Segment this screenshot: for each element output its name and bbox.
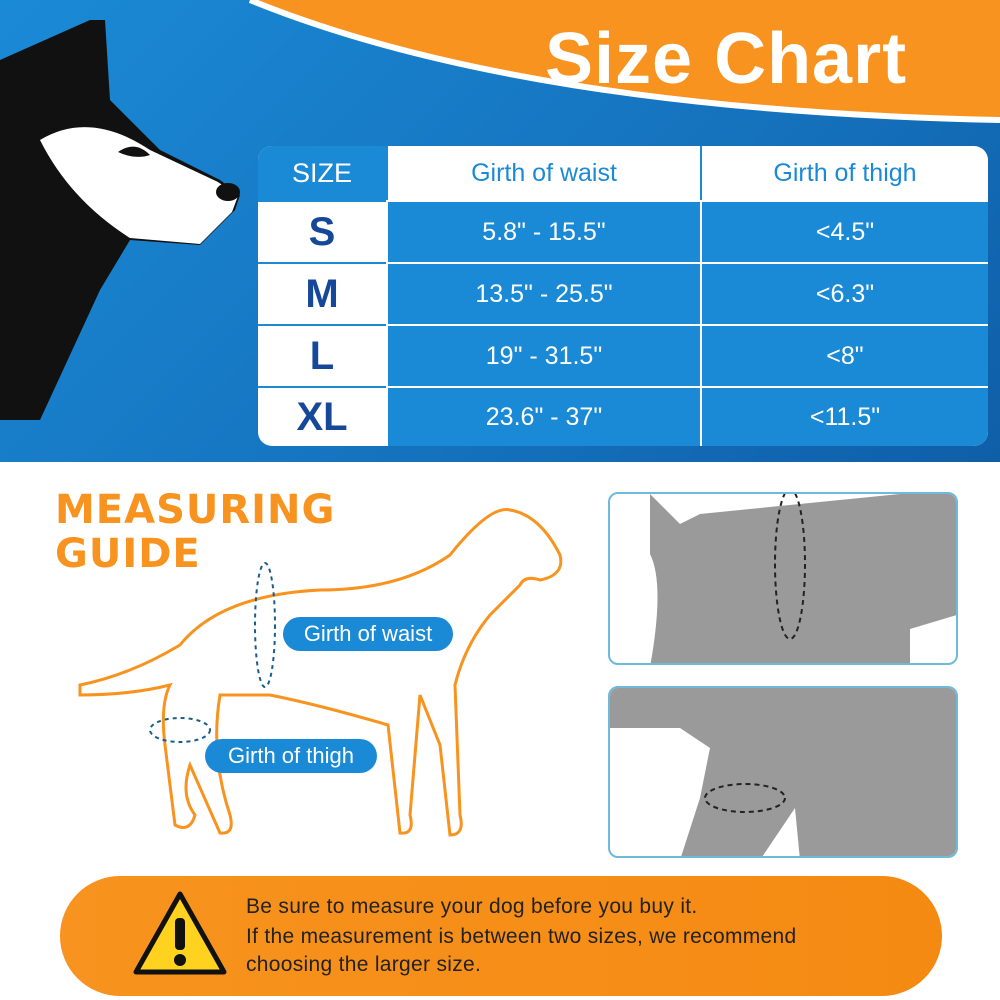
- size-chart-banner: Size Chart SIZE Girth of waist Girth of …: [0, 0, 1000, 462]
- thigh-cell: <8": [700, 324, 988, 386]
- waist-cell: 23.6" - 37": [386, 386, 700, 446]
- heading-line: MEASURING: [55, 487, 336, 533]
- size-cell: S: [258, 200, 386, 262]
- dog-head-illustration: [0, 20, 240, 420]
- page-title: Size Chart: [545, 19, 908, 99]
- waist-measure-photo: [608, 492, 958, 665]
- waist-cell: 5.8" - 15.5": [386, 200, 700, 262]
- waist-cell: 19" - 31.5": [386, 324, 700, 386]
- thigh-measure-photo: [608, 686, 958, 858]
- thigh-cell: <11.5": [700, 386, 988, 446]
- size-cell: M: [258, 262, 386, 324]
- size-cell: L: [258, 324, 386, 386]
- orange-swoosh: [248, 0, 1000, 123]
- header-thigh: Girth of thigh: [700, 146, 988, 200]
- waist-label: Girth of waist: [283, 617, 453, 651]
- thigh-cell: <4.5": [700, 200, 988, 262]
- size-cell: XL: [258, 386, 386, 446]
- waist-cell: 13.5" - 25.5": [386, 262, 700, 324]
- warning-icon: [133, 891, 227, 975]
- header-waist: Girth of waist: [386, 146, 700, 200]
- measuring-guide-heading: MEASURING GUIDE: [55, 488, 335, 576]
- thigh-cell: <6.3": [700, 262, 988, 324]
- notice-line: Be sure to measure your dog before you b…: [246, 895, 698, 918]
- notice-line: choosing the larger size.: [246, 953, 482, 976]
- notice-line: If the measurement is between two sizes,…: [246, 925, 797, 948]
- measurement-notice: Be sure to measure your dog before you b…: [60, 876, 942, 996]
- thigh-label: Girth of thigh: [205, 739, 377, 773]
- dog-outline-illustration: [78, 508, 563, 837]
- header-size: SIZE: [258, 146, 386, 200]
- size-table: SIZE Girth of waist Girth of thigh S 5.8…: [258, 146, 988, 446]
- heading-line: GUIDE: [55, 531, 201, 577]
